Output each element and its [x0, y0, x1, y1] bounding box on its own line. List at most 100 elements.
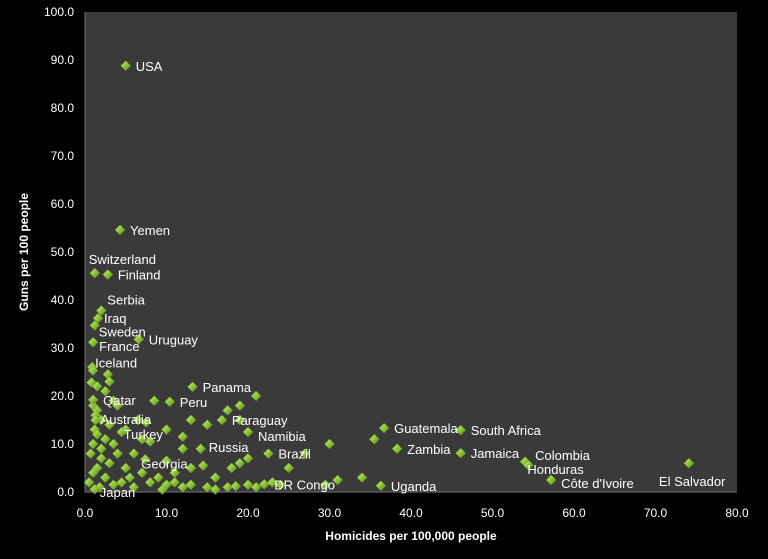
- x-tick-label: 0.0: [77, 506, 94, 520]
- data-point-finland: [102, 269, 114, 280]
- data-point: [324, 438, 335, 450]
- data-point: [136, 433, 148, 445]
- data-point: [267, 477, 278, 488]
- data-point-japan: [89, 483, 101, 495]
- data-point: [234, 457, 246, 469]
- data-point: [250, 481, 262, 493]
- data-point-jamaica: [455, 447, 467, 459]
- point-label: Panama: [203, 380, 252, 395]
- data-point: [161, 424, 172, 435]
- data-point: [161, 455, 172, 467]
- data-point-russia: [195, 443, 207, 455]
- y-tick-label: 0.0: [57, 485, 74, 499]
- data-point: [368, 433, 380, 445]
- y-tick-label: 20.0: [51, 389, 75, 403]
- y-tick-label: 80.0: [51, 101, 75, 115]
- data-point: [91, 429, 103, 440]
- data-point: [320, 479, 331, 491]
- data-point: [234, 400, 246, 411]
- point-label: El Salvador: [659, 474, 726, 489]
- data-point: [140, 417, 152, 428]
- data-point: [299, 448, 311, 459]
- y-axis-title: Guns per 100 people: [17, 193, 31, 311]
- data-point: [95, 453, 107, 464]
- data-point: [152, 472, 164, 483]
- point-label: Russia: [209, 440, 250, 455]
- data-point-south-africa: [455, 424, 467, 436]
- data-point-uruguay: [133, 334, 145, 345]
- data-point-guatemala: [378, 422, 390, 434]
- data-point: [100, 472, 111, 483]
- point-label: Colombia: [535, 448, 591, 463]
- point-label: Paraguay: [232, 413, 288, 428]
- point-label: Zambia: [407, 442, 451, 457]
- point-label: Qatar: [103, 393, 136, 408]
- point-label: DR Congo: [274, 477, 335, 492]
- data-point-serbia: [95, 305, 107, 316]
- x-tick-label: 60.0: [562, 506, 586, 520]
- data-point: [234, 414, 246, 426]
- point-label: Japan: [100, 485, 135, 500]
- x-tick-label: 70.0: [644, 506, 668, 520]
- data-point: [210, 472, 221, 483]
- data-point-brazil: [263, 448, 274, 459]
- data-point-uganda: [375, 480, 387, 492]
- y-tick-label: 50.0: [51, 245, 75, 259]
- point-label: Turkey: [124, 427, 164, 442]
- data-point: [356, 472, 368, 483]
- point-label: Brazil: [278, 447, 311, 462]
- data-point-iceland: [87, 365, 99, 376]
- data-point: [87, 438, 99, 450]
- data-point: [177, 481, 189, 493]
- point-label: Iceland: [95, 356, 137, 371]
- data-point: [197, 460, 209, 471]
- data-point: [128, 448, 140, 459]
- point-label: Uruguay: [149, 332, 199, 347]
- y-tick-label: 10.0: [51, 437, 75, 451]
- point-label: Jamaica: [471, 446, 520, 461]
- data-point: [144, 436, 156, 447]
- point-label: Sweden: [99, 324, 146, 339]
- x-tick-label: 80.0: [725, 506, 749, 520]
- data-point: [144, 477, 156, 488]
- point-label: Yemen: [130, 223, 170, 238]
- y-tick-label: 70.0: [51, 149, 75, 163]
- x-tick-label: 30.0: [318, 506, 342, 520]
- data-point: [242, 453, 254, 464]
- point-label: Guatemala: [394, 421, 458, 436]
- data-point: [210, 484, 221, 495]
- point-label: Serbia: [107, 293, 145, 308]
- point-label: Uganda: [391, 479, 437, 494]
- data-point: [112, 400, 123, 411]
- data-point: [242, 479, 254, 491]
- data-point: [201, 419, 213, 431]
- data-point-el-salvador: [683, 457, 695, 469]
- y-tick-label: 100.0: [44, 5, 74, 19]
- x-tick-label: 10.0: [155, 506, 179, 520]
- point-label: Namibia: [258, 429, 306, 444]
- y-tick-label: 40.0: [51, 293, 75, 307]
- data-point: [136, 467, 148, 479]
- data-point: [116, 477, 128, 488]
- point-label: France: [99, 339, 139, 354]
- data-point-france: [87, 336, 99, 348]
- data-point: [120, 462, 132, 474]
- data-point-turkey: [116, 426, 128, 438]
- plot-area: [85, 12, 737, 492]
- data-point: [108, 438, 119, 450]
- data-point: [104, 457, 115, 469]
- data-point: [132, 414, 144, 426]
- data-point-sweden: [89, 320, 101, 331]
- point-label: Honduras: [527, 462, 584, 477]
- data-point: [169, 477, 181, 488]
- data-point-georgia: [139, 454, 151, 465]
- data-point-namibia: [242, 426, 254, 438]
- point-label: USA: [136, 59, 163, 74]
- data-point-honduras: [523, 459, 534, 471]
- point-label: Peru: [180, 395, 207, 410]
- point-label: Iraq: [104, 311, 126, 326]
- data-point: [250, 390, 262, 402]
- data-point-paraguay: [216, 414, 228, 426]
- y-tick-label: 60.0: [51, 197, 75, 211]
